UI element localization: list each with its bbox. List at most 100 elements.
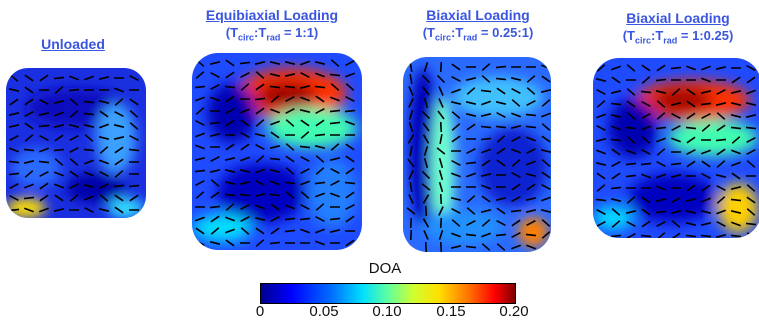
- fiber-orientation-glyph: [209, 241, 221, 245]
- fiber-orientation-glyph: [408, 98, 414, 108]
- fiber-orientation-glyph: [98, 100, 110, 104]
- fiber-orientation-glyph: [641, 136, 651, 144]
- fiber-orientation-glyph: [701, 112, 711, 120]
- fiber-orientation-glyphs: [194, 59, 356, 247]
- fiber-orientation-glyph: [69, 75, 79, 81]
- fiber-orientation-glyph: [240, 156, 250, 162]
- fiber-orientation-glyph: [611, 208, 621, 216]
- fiber-orientation-glyph: [300, 228, 310, 234]
- fiber-orientation-glyph: [438, 169, 444, 181]
- fiber-orientation-glyph: [83, 124, 95, 128]
- fiber-orientation-glyph: [285, 204, 295, 210]
- fiber-orientation-glyph: [240, 83, 250, 91]
- fiber-orientation-glyph: [9, 147, 19, 153]
- fiber-orientation-glyph: [408, 121, 414, 133]
- fiber-orientation-glyph: [481, 63, 491, 71]
- fiber-orientation-glyph: [641, 76, 651, 84]
- fiber-orientation-glyph: [640, 90, 652, 94]
- fiber-orientation-glyph: [225, 107, 235, 115]
- fiber-orientation-glyph: [329, 217, 341, 221]
- fiber-orientation-glyph: [496, 207, 506, 215]
- fiber-orientation-glyph: [315, 192, 325, 198]
- fiber-orientation-glyph: [424, 241, 428, 252]
- panel-title-main: Unloaded: [41, 36, 105, 52]
- fiber-orientation-glyph: [716, 220, 726, 228]
- fiber-orientation-glyph: [407, 134, 415, 144]
- fiber-orientation-glyph: [670, 162, 682, 166]
- fiber-orientation-glyph: [99, 170, 109, 178]
- panel-title-main: Equibiaxial Loading: [205, 7, 339, 23]
- fiber-orientation-glyph: [210, 191, 220, 199]
- fiber-orientation-glyph: [255, 71, 265, 79]
- fiber-orientation-glyph: [9, 134, 19, 142]
- fiber-orientation-glyph: [670, 210, 682, 214]
- fiber-orientation-glyph: [224, 157, 236, 161]
- fiber-orientation-glyph: [114, 87, 124, 93]
- fiber-orientation-glyph: [626, 100, 636, 108]
- fiber-orientation-glyph: [83, 112, 95, 116]
- fiber-orientation-glyph: [315, 95, 325, 103]
- fiber-orientation-glyph: [114, 146, 124, 154]
- fiber-orientation-glyph: [481, 243, 491, 251]
- fiber-orientation-glyph: [716, 209, 726, 215]
- fiber-orientation-glyph: [671, 137, 681, 143]
- fiber-orientation-glyph: [224, 169, 236, 173]
- fiber-orientation-glyph: [716, 112, 726, 120]
- panel-title-equibiaxial: Equibiaxial Loading (Tcirc:Trad = 1:1): [182, 7, 362, 47]
- fiber-orientation-glyph: [701, 184, 711, 192]
- fiber-orientation-glyph: [300, 119, 310, 127]
- fiber-orientation-glyph: [496, 87, 506, 95]
- fiber-orientation-glyph: [69, 182, 79, 190]
- fiber-orientation-glyph: [114, 170, 124, 178]
- fiber-orientation-glyph: [525, 197, 537, 201]
- fiber-orientation-glyph: [656, 232, 666, 238]
- fiber-orientation-glyph: [9, 98, 19, 106]
- fiber-orientation-glyph: [240, 143, 250, 151]
- fiber-orientation-glyph: [114, 110, 124, 118]
- fiber-orientation-glyph: [39, 182, 49, 190]
- fiber-orientation-glyph: [255, 107, 265, 115]
- fiber-orientation-glyph: [270, 120, 280, 126]
- fiber-orientation-glyph: [480, 89, 492, 93]
- fiber-orientation-glyph: [406, 207, 416, 215]
- fiber-orientation-glyph: [285, 155, 295, 163]
- fiber-orientation-glyph: [69, 110, 79, 118]
- fiber-orientation-glyph: [345, 83, 355, 91]
- fiber-orientation-glyph: [715, 174, 727, 178]
- fiber-orientation-glyph: [641, 100, 651, 108]
- panel-title-unloaded: Unloaded: [18, 36, 128, 53]
- fiber-orientation-glyph: [481, 75, 491, 83]
- fiber-orientation-glyph: [330, 59, 340, 67]
- fiber-orientation-glyph: [701, 149, 711, 155]
- fiber-orientation-glyph: [451, 159, 461, 167]
- fiber-orientation-glyph: [209, 121, 221, 125]
- fiber-orientation-glyph: [345, 120, 355, 126]
- fiber-orientation-glyph: [98, 76, 110, 80]
- fiber-orientation-glyph: [610, 234, 622, 238]
- fiber-orientation-glyph: [746, 160, 756, 168]
- fiber-orientation-glyph: [329, 157, 341, 161]
- fiber-orientation-glyph: [270, 180, 280, 186]
- fiber-orientation-glyph: [54, 194, 64, 202]
- fiber-orientation-glyph: [315, 72, 325, 78]
- fiber-orientation-glyph: [24, 122, 34, 130]
- fiber-orientation-glyph: [24, 134, 34, 142]
- fiber-orientation-glyph: [195, 96, 205, 102]
- fiber-orientation-glyph: [465, 233, 477, 237]
- fiber-orientation-glyph: [285, 119, 295, 127]
- fiber-orientation-glyph: [24, 170, 34, 178]
- fiber-orientation-glyph: [284, 61, 296, 65]
- fiber-orientation-glyph: [641, 173, 651, 179]
- fiber-orientation-glyph: [409, 217, 413, 229]
- fiber-orientation-glyph: [730, 186, 742, 190]
- fiber-orientation-glyph: [314, 181, 326, 185]
- fiber-orientation-glyph: [114, 194, 124, 202]
- fiber-orientation-glyph: [745, 222, 757, 226]
- panel-condition: (Tcirc:Trad = 1:0.25): [622, 28, 734, 46]
- colorbar-tick: 0.10: [372, 303, 402, 320]
- fiber-orientation-glyph: [686, 100, 696, 108]
- fiber-orientation-glyph: [255, 204, 265, 210]
- fiber-orientation-glyph: [9, 194, 19, 202]
- fiber-orientation-glyph: [700, 222, 712, 226]
- fiber-orientation-glyph: [409, 61, 413, 73]
